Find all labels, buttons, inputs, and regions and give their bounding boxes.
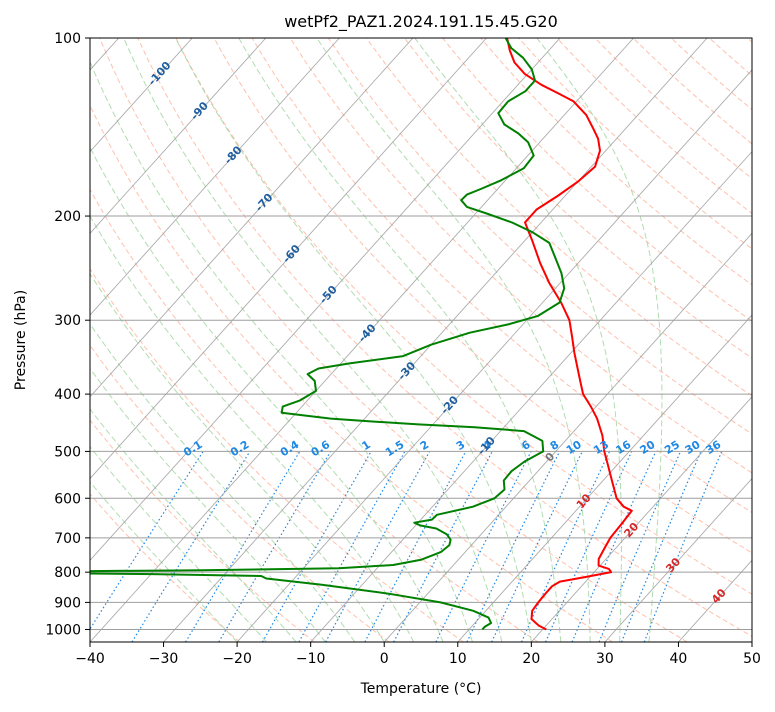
y-tick-label: 400 bbox=[54, 387, 81, 403]
y-tick-label: 700 bbox=[54, 531, 81, 547]
y-tick-label: 1000 bbox=[45, 622, 81, 638]
x-tick-label: 10 bbox=[449, 651, 467, 667]
y-tick-label: 100 bbox=[54, 31, 81, 47]
y-tick-label: 300 bbox=[54, 313, 81, 329]
x-tick-label: 40 bbox=[670, 651, 688, 667]
y-tick-label: 200 bbox=[54, 209, 81, 225]
y-tick-label: 900 bbox=[54, 595, 81, 611]
x-tick-label: −10 bbox=[296, 651, 326, 667]
y-tick-label: 500 bbox=[54, 444, 81, 460]
x-axis-label: Temperature (°C) bbox=[360, 681, 482, 697]
x-tick-label: −20 bbox=[222, 651, 252, 667]
chart-title: wetPf2_PAZ1.2024.191.15.45.G20 bbox=[284, 12, 558, 32]
y-tick-label: 800 bbox=[54, 565, 81, 581]
x-tick-label: 0 bbox=[380, 651, 389, 667]
x-tick-label: 50 bbox=[743, 651, 761, 667]
x-tick-label: −40 bbox=[75, 651, 105, 667]
x-tick-label: −30 bbox=[149, 651, 179, 667]
x-tick-label: 20 bbox=[522, 651, 540, 667]
y-tick-label: 600 bbox=[54, 491, 81, 507]
x-tick-label: 30 bbox=[596, 651, 614, 667]
y-axis-label: Pressure (hPa) bbox=[13, 290, 29, 390]
